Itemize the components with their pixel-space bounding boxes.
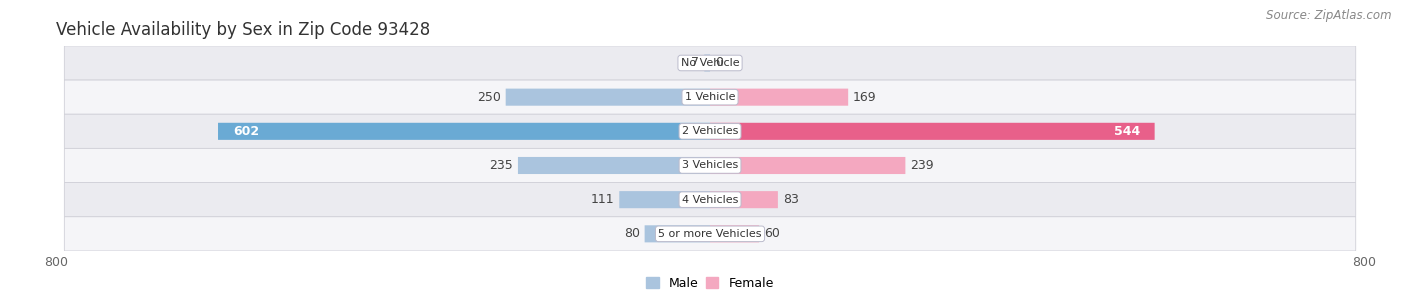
Legend: Male, Female: Male, Female	[647, 277, 773, 290]
Text: 250: 250	[477, 91, 501, 104]
FancyBboxPatch shape	[517, 157, 710, 174]
FancyBboxPatch shape	[644, 225, 710, 242]
Text: 602: 602	[233, 125, 259, 138]
Text: 0: 0	[714, 57, 723, 69]
Text: 2 Vehicles: 2 Vehicles	[682, 126, 738, 136]
FancyBboxPatch shape	[710, 225, 759, 242]
FancyBboxPatch shape	[65, 46, 1355, 80]
FancyBboxPatch shape	[506, 89, 710, 106]
Text: 169: 169	[853, 91, 877, 104]
Text: 1 Vehicle: 1 Vehicle	[685, 92, 735, 102]
FancyBboxPatch shape	[65, 183, 1355, 217]
Text: 60: 60	[763, 227, 780, 240]
Text: 80: 80	[624, 227, 640, 240]
FancyBboxPatch shape	[218, 123, 710, 140]
FancyBboxPatch shape	[65, 148, 1355, 183]
FancyBboxPatch shape	[710, 89, 848, 106]
FancyBboxPatch shape	[710, 191, 778, 208]
FancyBboxPatch shape	[65, 217, 1355, 251]
Text: Source: ZipAtlas.com: Source: ZipAtlas.com	[1267, 9, 1392, 22]
FancyBboxPatch shape	[710, 123, 1154, 140]
FancyBboxPatch shape	[704, 54, 710, 72]
Text: 7: 7	[692, 57, 699, 69]
Text: 235: 235	[489, 159, 513, 172]
Text: 83: 83	[783, 193, 799, 206]
Text: No Vehicle: No Vehicle	[681, 58, 740, 68]
FancyBboxPatch shape	[619, 191, 710, 208]
Text: 3 Vehicles: 3 Vehicles	[682, 160, 738, 170]
Text: 4 Vehicles: 4 Vehicles	[682, 195, 738, 205]
Text: 5 or more Vehicles: 5 or more Vehicles	[658, 229, 762, 239]
FancyBboxPatch shape	[65, 114, 1355, 148]
Text: 239: 239	[910, 159, 934, 172]
FancyBboxPatch shape	[65, 80, 1355, 114]
Text: 544: 544	[1114, 125, 1140, 138]
FancyBboxPatch shape	[710, 157, 905, 174]
Text: 111: 111	[591, 193, 614, 206]
Text: Vehicle Availability by Sex in Zip Code 93428: Vehicle Availability by Sex in Zip Code …	[56, 21, 430, 39]
